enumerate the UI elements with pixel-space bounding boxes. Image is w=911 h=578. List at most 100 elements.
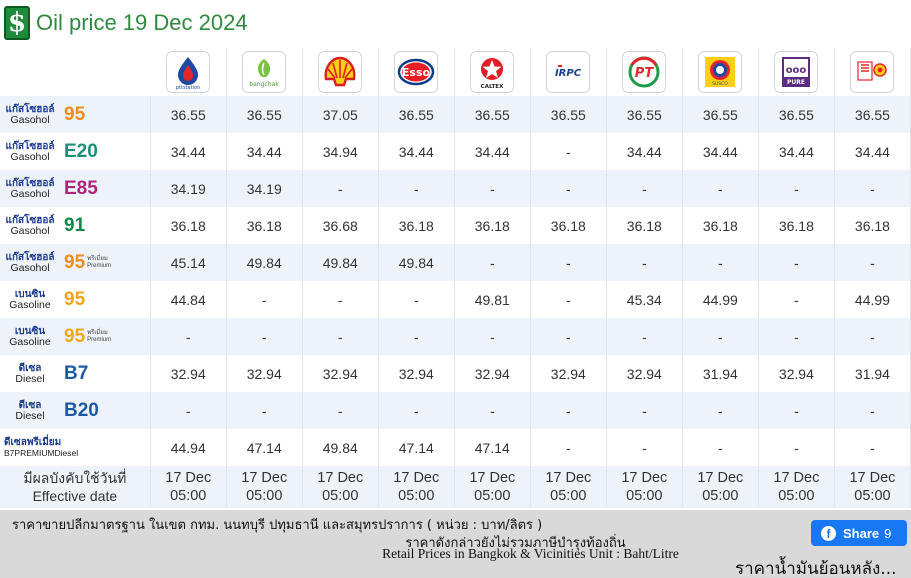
price-cell: 34.44: [758, 133, 835, 170]
price-cell: 36.55: [606, 96, 683, 133]
fuel-grade-code: E20: [64, 140, 98, 162]
price-cell: -: [758, 318, 835, 355]
price-cell: 34.19: [226, 170, 303, 207]
price-cell: 36.55: [530, 96, 607, 133]
price-cell: -: [530, 133, 607, 170]
shell-logo: [318, 51, 363, 93]
effective-date-cell: 17 Dec 05:00: [682, 466, 759, 508]
price-cell: 34.44: [454, 133, 531, 170]
price-cell: 36.18: [226, 207, 303, 244]
fuel-grade-code: 95: [64, 103, 86, 125]
fuel-thai-name: เบนซิน: [14, 288, 46, 300]
effective-date: 17 Dec: [545, 470, 592, 486]
fuel-english-name: Gasohol: [10, 150, 50, 163]
premium-tag: พรีเมี่ยม Premium: [87, 329, 112, 343]
price-cell: -: [530, 318, 607, 355]
price-cell: 37.05: [302, 96, 379, 133]
price-cell: -: [302, 318, 379, 355]
price-cell: 49.81: [454, 281, 531, 318]
price-cell: -: [530, 170, 607, 207]
fuel-row: แก๊สโซฮอล์ Gasohol 91 36.18 36.18 36.68 36.…: [0, 207, 911, 244]
price-cell: -: [758, 170, 835, 207]
price-cell: -: [378, 170, 455, 207]
svg-text:pttstation: pttstation: [176, 85, 200, 91]
price-cell: 44.99: [834, 281, 911, 318]
fuel-row: เบนซิน Gasoline 95 44.84- - -49.81-45.34 44…: [0, 281, 911, 318]
fuel-label: ดีเซล Diesel B7: [0, 355, 151, 392]
price-cell: -: [530, 281, 607, 318]
price-cell: 34.44: [150, 133, 227, 170]
dollar-icon: $: [4, 6, 30, 40]
effective-time: 05:00: [398, 488, 435, 504]
facebook-share-button[interactable]: f Share 9: [811, 520, 907, 546]
page-header: $ Oil price 19 Dec 2024: [0, 0, 911, 46]
effective-date-cell: 17 Dec 05:00: [758, 466, 835, 508]
effective-time: 05:00: [170, 488, 207, 504]
fuel-english-name: Gasohol: [10, 224, 50, 237]
price-cell: 36.55: [758, 96, 835, 133]
price-cell: 31.94: [682, 355, 759, 392]
price-cell: 36.55: [226, 96, 303, 133]
price-cell: -: [682, 429, 759, 466]
price-cell: 32.94: [302, 355, 379, 392]
price-cell: 34.94: [302, 133, 379, 170]
fuel-thai-name: แก๊สโซฮอล์: [5, 251, 55, 263]
fuel-english-name: Diesel: [15, 409, 45, 422]
price-cell: -: [606, 318, 683, 355]
price-cell: -: [682, 318, 759, 355]
effective-time: 05:00: [322, 488, 359, 504]
price-cell: -: [530, 429, 607, 466]
share-label: Share: [843, 525, 880, 541]
price-cell: 32.94: [378, 355, 455, 392]
price-cell: -: [226, 392, 303, 429]
fuel-english-name: Diesel: [15, 372, 45, 385]
effective-time: 05:00: [246, 488, 283, 504]
price-cell: -: [758, 281, 835, 318]
price-cell: -: [758, 392, 835, 429]
price-cell: -: [454, 318, 531, 355]
price-cell: 49.84: [302, 244, 379, 281]
price-cell: -: [378, 392, 455, 429]
fuel-label: แก๊สโซฮอล์ Gasohol E85: [0, 170, 151, 207]
price-cell: 44.99: [682, 281, 759, 318]
fuel-thai-name: ดีเซล: [18, 399, 42, 411]
local-brand-logo: [850, 51, 895, 93]
svg-text:PURE: PURE: [787, 79, 805, 86]
fuel-thai-name: ดีเซลพรีเมี่ยม: [4, 436, 62, 448]
price-cell: -: [834, 318, 911, 355]
price-cell: 31.94: [834, 355, 911, 392]
effective-date: 17 Dec: [849, 470, 896, 486]
page-title: Oil price 19 Dec 2024: [36, 10, 248, 35]
price-cell: 34.44: [606, 133, 683, 170]
fuel-thai-name: เบนซิน: [14, 325, 46, 337]
esso-logo: Esso: [394, 51, 439, 93]
caltex-logo: CALTEX: [470, 51, 515, 93]
price-cell: -: [758, 244, 835, 281]
price-cell: -: [606, 429, 683, 466]
facebook-icon: f: [821, 525, 836, 541]
price-cell: -: [606, 170, 683, 207]
effective-time: 05:00: [474, 488, 511, 504]
fuel-row: แก๊สโซฮอล์ Gasohol 95 36.55 36.55 37.05 36.…: [0, 96, 911, 133]
effective-date-cell: 17 Dec 05:00: [150, 466, 227, 508]
effective-date: 17 Dec: [773, 470, 820, 486]
price-cell: -: [150, 318, 227, 355]
price-cell: 34.44: [834, 133, 911, 170]
price-cell: -: [682, 392, 759, 429]
price-cell: 47.14: [378, 429, 455, 466]
price-cell: 36.18: [758, 207, 835, 244]
fuel-english-name: Gasohol: [10, 261, 50, 274]
price-table: pttstation bangchak Esso CALTEX IRPC PT SUSCO o…: [0, 48, 911, 508]
price-cell: 49.84: [226, 244, 303, 281]
brand-header-pure-logo: ooo PURE: [758, 48, 835, 96]
effective-time: 05:00: [854, 488, 891, 504]
price-cell: -: [682, 170, 759, 207]
brand-header-ptt-logo: pttstation: [150, 48, 227, 96]
susco-logo: SUSCO: [698, 51, 743, 93]
fuel-row: แก๊สโซฮอล์ Gasohol 95 พรีเมี่ยม Premium 4…: [0, 244, 911, 281]
price-cell: 36.55: [150, 96, 227, 133]
fuel-row: เบนซิน Gasoline 95 พรีเมี่ยม Premium ----…: [0, 318, 911, 355]
fuel-english-name: Gasoline: [9, 298, 51, 311]
brand-header-caltex-logo: CALTEX: [454, 48, 531, 96]
historical-prices-link[interactable]: ราคาน้ำมันย้อนหลัง...: [735, 559, 897, 578]
